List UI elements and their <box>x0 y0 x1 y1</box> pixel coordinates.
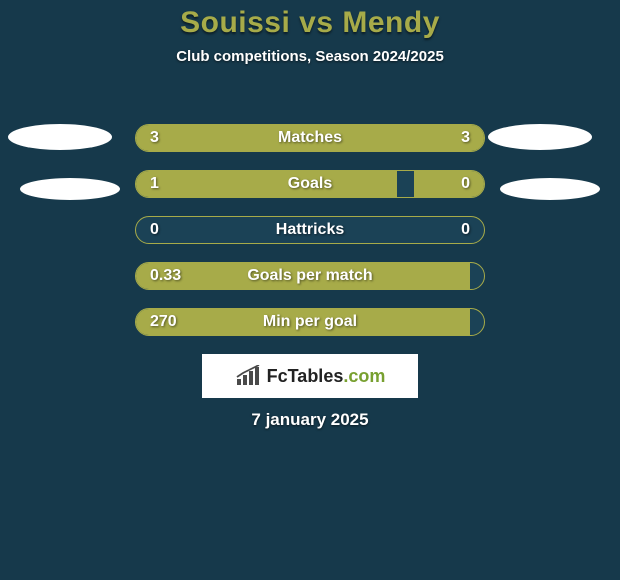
brand-box: FcTables.com <box>202 354 418 398</box>
stat-label: Matches <box>278 129 342 147</box>
stat-value-left: 270 <box>150 313 177 331</box>
brand-text: FcTables.com <box>267 366 386 387</box>
stat-label: Goals per match <box>247 267 372 285</box>
stat-label: Goals <box>288 175 332 193</box>
date-label: 7 january 2025 <box>251 410 368 430</box>
stat-value-left: 0.33 <box>150 267 181 285</box>
stat-fill-right <box>414 171 484 197</box>
stat-row-goals: 1 Goals 0 <box>135 170 485 198</box>
stat-row-hattricks: 0 Hattricks 0 <box>135 216 485 244</box>
stat-row-goals-per-match: 0.33 Goals per match <box>135 262 485 290</box>
stat-value-right: 0 <box>461 221 470 239</box>
stat-value-left: 0 <box>150 221 159 239</box>
subtitle: Club competitions, Season 2024/2025 <box>0 48 620 65</box>
stat-value-left: 1 <box>150 175 159 193</box>
stat-value-right: 3 <box>461 129 470 147</box>
stat-fill-left <box>136 171 397 197</box>
stat-row-min-per-goal: 270 Min per goal <box>135 308 485 336</box>
stat-row-matches: 3 Matches 3 <box>135 124 485 152</box>
page-title: Souissi vs Mendy <box>0 0 620 40</box>
stat-value-right: 0 <box>461 175 470 193</box>
bar-chart-icon <box>235 365 261 387</box>
stat-rows: 3 Matches 3 1 Goals 0 0 Hattricks 0 0.33… <box>0 124 620 336</box>
stat-label: Hattricks <box>276 221 344 239</box>
stat-label: Min per goal <box>263 313 357 331</box>
brand-main: FcTables <box>267 366 344 386</box>
stat-value-left: 3 <box>150 129 159 147</box>
brand-accent: .com <box>343 366 385 386</box>
